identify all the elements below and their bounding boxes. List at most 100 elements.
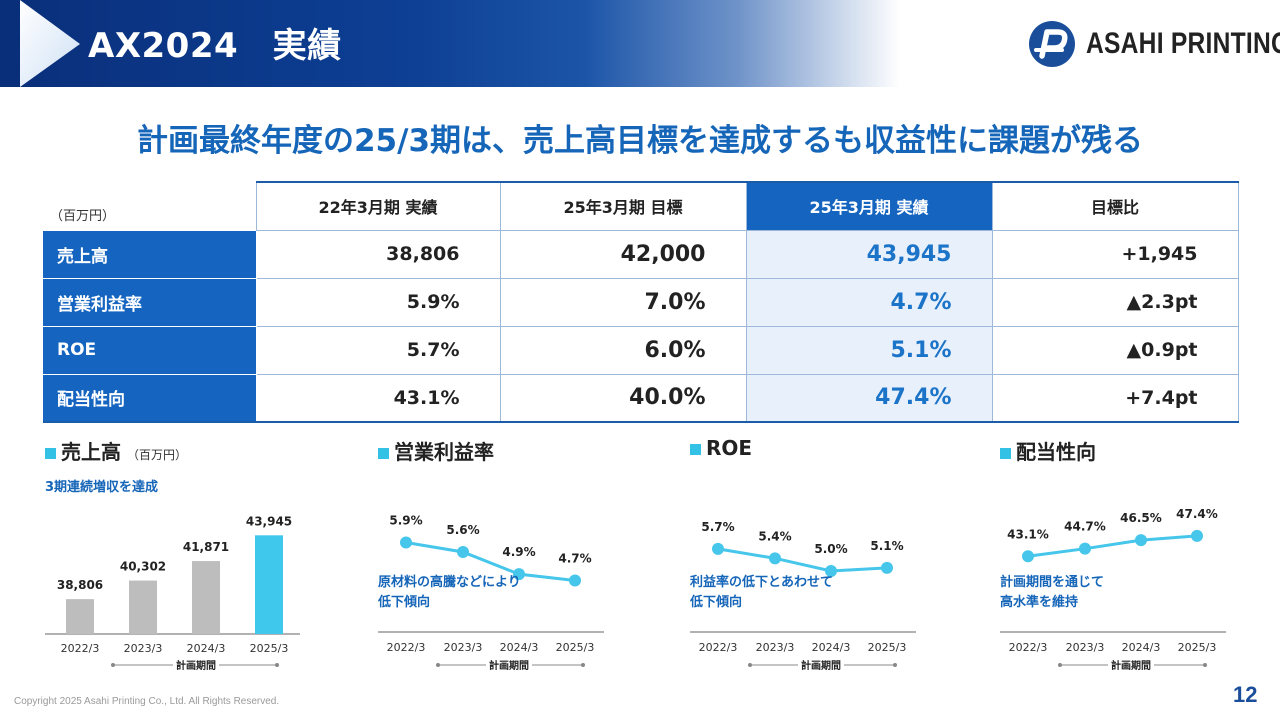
period-bracket-start — [1058, 663, 1062, 667]
x-tick-label: 2023/3 — [444, 641, 483, 654]
x-tick-label: 2022/3 — [1009, 641, 1048, 654]
period-label-bg — [486, 659, 532, 672]
sales-chart-title: 売上高 （百万円） — [45, 436, 305, 465]
title-square-icon — [378, 448, 389, 459]
data-point-2022/3 — [400, 536, 412, 549]
series-line — [1027, 534, 1198, 558]
period-bracket-start — [436, 663, 440, 667]
header-triangle-decoration — [0, 0, 80, 87]
data-point-2022/3 — [1022, 550, 1034, 563]
table-cell: 43.1% — [255, 373, 501, 423]
data-label: 38,806 — [57, 578, 103, 592]
roe-chart-title: ROE — [690, 436, 920, 460]
x-tick-label: 2024/3 — [187, 642, 226, 655]
chart-annotation: 高水準を維持 — [1000, 594, 1078, 610]
data-label: 4.7% — [558, 552, 591, 566]
column-header-25-target: 25年3月期 目標 — [499, 181, 747, 231]
period-bracket-end — [581, 663, 585, 667]
data-label: 43,945 — [246, 514, 292, 528]
data-label: 5.7% — [701, 520, 734, 534]
data-label: 47.4% — [1176, 507, 1218, 521]
row-header: 売上高 — [43, 229, 257, 279]
x-tick-label: 2025/3 — [868, 641, 907, 654]
chart-title-text: 売上高 — [61, 440, 121, 464]
table-cell: 38,806 — [255, 229, 501, 279]
period-label-bg — [173, 659, 219, 672]
chart-annotation: 低下傾向 — [377, 594, 430, 610]
line-chart-plot: 5.9% 2022/3 5.6% 2023/3 4.9% 2024/3 4.7% 2025/3… — [377, 514, 604, 672]
slide-header: AX2024 実績 ASAHI PRINTING — [0, 0, 1280, 87]
data-point-2023/3 — [457, 546, 469, 558]
data-label: 46.5% — [1120, 511, 1162, 525]
table-cell: 5.9% — [255, 277, 501, 327]
data-point-2023/3 — [1079, 542, 1091, 555]
x-tick-label: 2024/3 — [1122, 641, 1161, 654]
bar-2023/3 — [129, 580, 157, 634]
period-bracket-end — [893, 663, 897, 667]
sales-chart-plot: 3期連続増収を達成 38,806 2022/3 40,302 2023/3 41,871 2… — [45, 479, 300, 672]
data-label: 5.9% — [389, 514, 422, 528]
results-table: 22年3月期 実績 25年3月期 目標 25年3月期 実績 目標比 売上高 38,… — [43, 181, 1239, 423]
data-point-2024/3 — [513, 568, 525, 581]
x-tick-label: 2024/3 — [500, 641, 539, 654]
table-row: 売上高 38,806 42,000 43,945 +1,945 — [43, 229, 1239, 279]
column-header-25-actual: 25年3月期 実績 — [745, 181, 993, 231]
table-cell: 43,945 — [745, 229, 993, 279]
table-cell: +7.4pt — [991, 373, 1239, 423]
company-logo: ASAHI PRINTING — [1028, 20, 1280, 68]
chart-unit-label: （百万円） — [127, 448, 188, 462]
table-header-row: 22年3月期 実績 25年3月期 目標 25年3月期 実績 目標比 — [43, 181, 1239, 231]
chart-title-text: 営業利益率 — [394, 440, 494, 464]
table-corner-cell — [43, 182, 256, 230]
table-cell: 4.7% — [745, 277, 993, 327]
period-label: 計画期間 — [801, 659, 841, 672]
series-line — [405, 541, 576, 582]
row-header: ROE — [43, 325, 257, 375]
x-tick-label: 2022/3 — [387, 641, 426, 654]
x-tick-label: 2025/3 — [250, 642, 289, 655]
column-header-22-actual: 22年3月期 実績 — [255, 181, 501, 231]
table-cell: ▲2.3pt — [991, 277, 1239, 327]
period-label: 計画期間 — [176, 659, 216, 672]
x-tick-label: 2023/3 — [1066, 641, 1105, 654]
data-point-2023/3 — [769, 552, 781, 565]
roe-chart: ROE 5.7% 2022/3 5.4% 2023/3 5.0% 2024/3 5.1% 20… — [689, 436, 920, 672]
x-tick-label: 2023/3 — [124, 642, 163, 655]
table-cell: 5.1% — [745, 325, 993, 375]
bar-2025/3 — [255, 535, 283, 634]
page-number: 12 — [1233, 682, 1258, 707]
data-label: 5.4% — [758, 529, 791, 543]
chart-annotation: 計画期間を通じて — [1000, 574, 1104, 590]
table-row: 配当性向 43.1% 40.0% 47.4% +7.4pt — [43, 373, 1239, 423]
line-chart-plot: 5.7% 2022/3 5.4% 2023/3 5.0% 2024/3 5.1% 2025/3… — [689, 520, 916, 672]
data-point-2024/3 — [1135, 534, 1147, 547]
x-tick-label: 2022/3 — [699, 641, 738, 654]
table-cell: 5.7% — [255, 325, 501, 375]
period-bracket-start — [111, 663, 115, 667]
period-label-bg — [1108, 659, 1154, 672]
chart-annotation: 低下傾向 — [689, 594, 742, 610]
period-label-bg — [798, 659, 844, 672]
sales-chart: 売上高 （百万円） 3期連続増収を達成 38,806 2022/3 40,302 202… — [45, 436, 305, 672]
data-label: 4.9% — [502, 545, 535, 559]
data-point-2024/3 — [825, 565, 837, 577]
table-cell: 7.0% — [499, 277, 747, 327]
chart-annotation: 原材料の高騰などにより — [378, 574, 521, 590]
title-square-icon — [1000, 448, 1011, 459]
table-cell: 40.0% — [499, 373, 747, 423]
table-cell: 6.0% — [499, 325, 747, 375]
table-cell: +1,945 — [991, 229, 1239, 279]
table-cell: 42,000 — [499, 229, 747, 279]
operating-margin-chart: 営業利益率 5.9% 2022/3 5.6% 2023/3 4.9% 2024/3 4.7%… — [377, 436, 608, 672]
x-tick-label: 2025/3 — [1178, 641, 1217, 654]
chart-title-text: ROE — [706, 436, 753, 460]
x-tick-label: 2025/3 — [556, 641, 595, 654]
data-label: 5.0% — [814, 542, 847, 556]
data-point-2022/3 — [712, 542, 724, 555]
logo-text: ASAHI PRINTING — [1086, 27, 1280, 60]
payout-ratio-chart: 配当性向 43.1% 2022/3 44.7% 2023/3 46.5% 2024/3 47… — [1000, 436, 1230, 672]
x-tick-label: 2022/3 — [61, 642, 100, 655]
data-label: 41,871 — [183, 540, 229, 554]
header-title: AX2024 実績 — [88, 26, 342, 66]
table-cell: ▲0.9pt — [991, 325, 1239, 375]
